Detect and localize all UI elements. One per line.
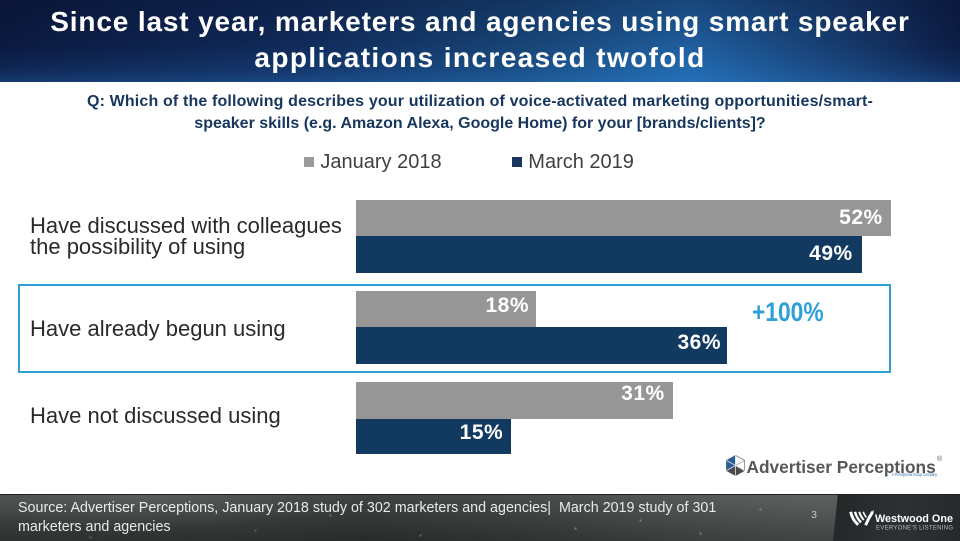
svg-text:A Perceptions Group Company: A Perceptions Group Company: [892, 472, 937, 478]
svg-text:EVERYONE'S LISTENING: EVERYONE'S LISTENING: [876, 526, 953, 532]
svg-text:Westwood One: Westwood One: [875, 513, 953, 525]
